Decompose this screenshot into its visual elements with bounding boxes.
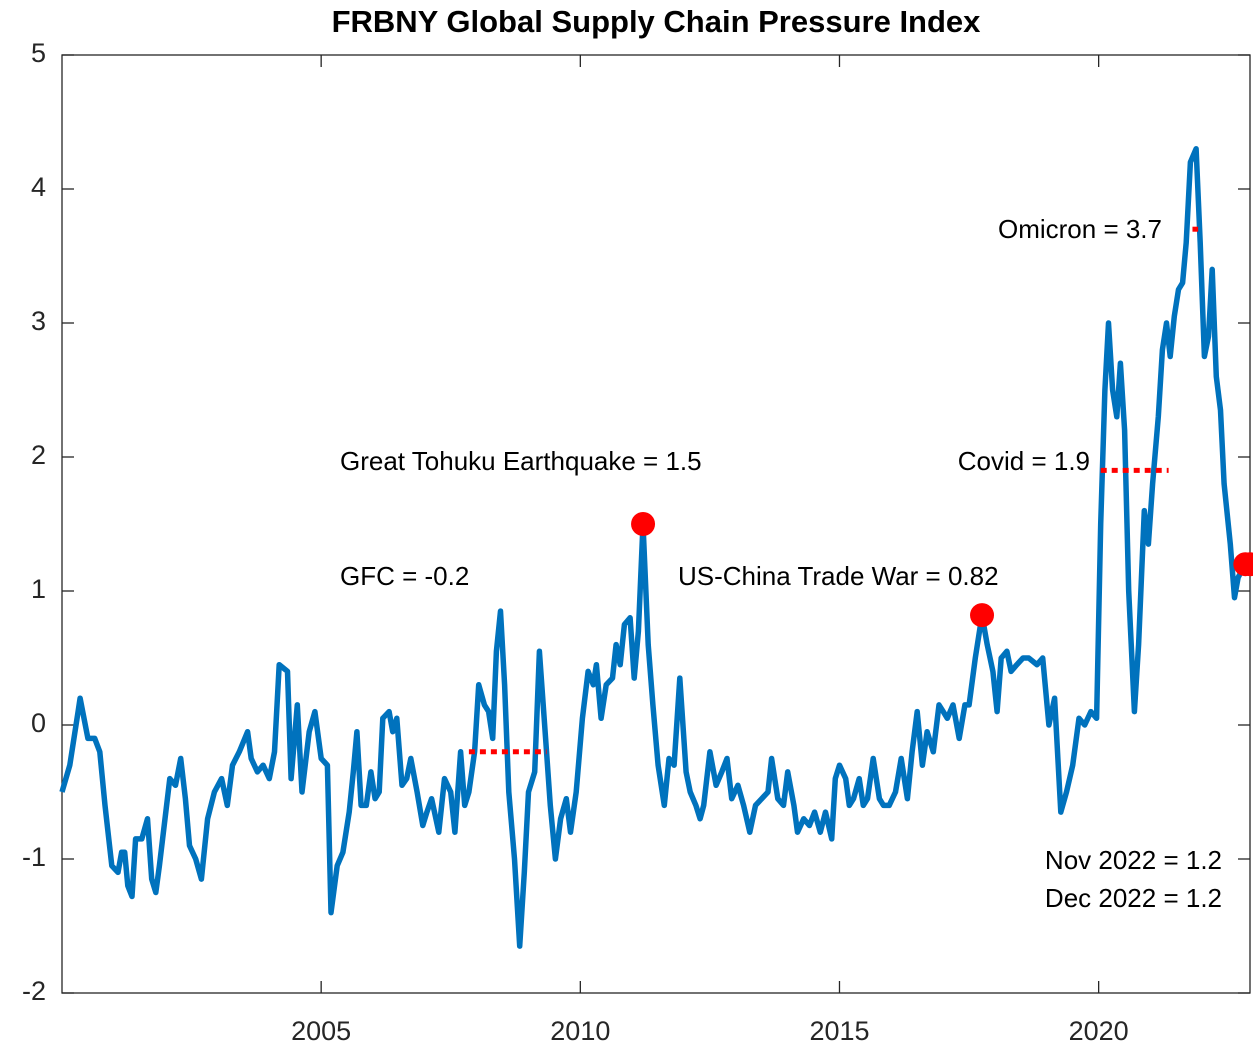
annotation-label: Dec 2022 = 1.2 xyxy=(1045,883,1222,913)
annotation-marker xyxy=(631,512,656,536)
y-tick-label: 3 xyxy=(31,306,46,336)
annotation-label: Covid = 1.9 xyxy=(958,446,1090,476)
series-line xyxy=(59,146,1250,949)
y-tick-label: -1 xyxy=(22,842,46,872)
x-tick-label: 2005 xyxy=(291,1016,351,1046)
chart-title: FRBNY Global Supply Chain Pressure Index xyxy=(332,4,982,39)
y-tick-label: 2 xyxy=(31,440,46,470)
x-tick-label: 2010 xyxy=(550,1016,610,1046)
y-tick-label: 0 xyxy=(31,708,46,738)
annotation-marker xyxy=(1238,552,1253,577)
annotation-marker xyxy=(970,603,995,628)
y-tick-label: -2 xyxy=(22,976,46,1006)
y-tick-label: 5 xyxy=(31,38,46,68)
y-tick-label: 4 xyxy=(31,172,46,202)
y-tick-label: 1 xyxy=(31,574,46,604)
x-tick-label: 2020 xyxy=(1069,1016,1129,1046)
annotation-label: Nov 2022 = 1.2 xyxy=(1045,845,1222,875)
annotation-label: US-China Trade War = 0.82 xyxy=(678,561,999,591)
annotation-label: GFC = -0.2 xyxy=(340,561,469,591)
annotation-label: Great Tohuku Earthquake = 1.5 xyxy=(340,446,702,476)
plot-frame xyxy=(61,54,1251,994)
x-tick-label: 2015 xyxy=(809,1016,869,1046)
annotation-label: Omicron = 3.7 xyxy=(998,214,1162,244)
